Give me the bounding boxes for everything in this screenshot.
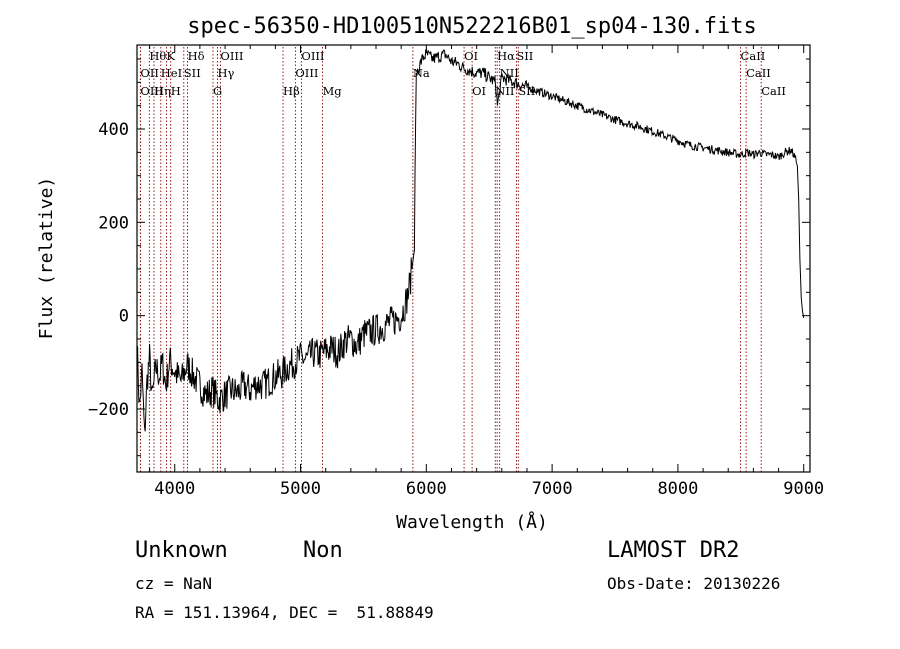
line-markers [139,47,762,472]
y-tick-label: 400 [98,120,129,140]
line-label: SII [184,66,201,80]
line-label: OII [140,66,159,80]
chart-title: spec-56350-HD100510N522216B01_sp04-130.f… [187,14,757,39]
line-label: HeI [161,66,182,80]
line-label: OI [472,84,486,98]
coordinates: RA = 151.13964, DEC = 51.88849 [135,603,434,622]
line-label: Mg [323,84,343,98]
line-label: Hθ [149,49,166,63]
y-axis-label: Flux (relative) [36,177,57,340]
x-tick-label: 8000 [657,479,698,499]
plot-frame [136,44,811,473]
line-label: OIII [220,49,243,63]
y-tick-label: −200 [88,400,129,420]
survey-label: LAMOST DR2 [607,538,740,563]
line-label: NII [500,66,519,80]
line-label: CaII [741,49,766,63]
line-label: Na [413,66,430,80]
line-label: Hβ [283,84,300,98]
subclass-label: Non [303,538,343,563]
x-tick-label: 9000 [783,479,824,499]
line-label: H [171,84,181,98]
line-label: Hδ [188,49,205,63]
x-tick-label: 4000 [154,479,195,499]
line-label: OIII [301,49,324,63]
x-axis-label: Wavelength (Å) [396,511,548,533]
line-label: K [166,49,175,63]
line-label: Hγ [218,66,235,80]
line-label: OI [464,49,478,63]
line-label: SII [518,84,535,98]
spectrum-trace [136,48,805,432]
x-tick-label: 5000 [280,479,321,499]
line-label: G [213,84,222,98]
class-label: Unknown [135,538,228,563]
x-tick-label: 6000 [406,479,447,499]
line-label: CaII [746,66,771,80]
line-label: Hη [154,84,171,98]
y-tick-label: 200 [98,213,129,233]
line-label: Hα [497,49,515,63]
cz-value: cz = NaN [135,574,213,593]
line-label: OIII [140,84,163,98]
x-tick-label: 7000 [532,479,573,499]
y-axis: −200 0 200 400 [88,58,810,457]
spectrum-line [136,48,805,432]
line-label: SII [516,49,533,63]
line-label: CaII [761,84,786,98]
obs-date: Obs-Date: 20130226 [607,574,781,593]
x-axis: 4000 5000 6000 7000 8000 9000 [149,45,824,499]
y-tick-label: 0 [119,307,129,327]
line-label: OIII [295,66,318,80]
line-label: NII [495,84,514,98]
